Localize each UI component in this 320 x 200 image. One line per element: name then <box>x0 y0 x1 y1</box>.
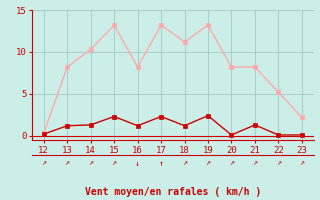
Text: ↗: ↗ <box>300 158 304 168</box>
Text: ↗: ↗ <box>88 158 93 168</box>
Text: ↗: ↗ <box>182 158 187 168</box>
Text: ↗: ↗ <box>41 158 46 168</box>
Text: ↗: ↗ <box>252 158 257 168</box>
Text: Vent moyen/en rafales ( km/h ): Vent moyen/en rafales ( km/h ) <box>85 187 261 197</box>
Text: ↗: ↗ <box>65 158 70 168</box>
Text: ↗: ↗ <box>229 158 234 168</box>
Text: ↗: ↗ <box>205 158 211 168</box>
Text: ↓: ↓ <box>135 158 140 168</box>
Text: ↗: ↗ <box>112 158 116 168</box>
Text: ↗: ↗ <box>276 158 281 168</box>
Text: ↑: ↑ <box>159 158 164 168</box>
